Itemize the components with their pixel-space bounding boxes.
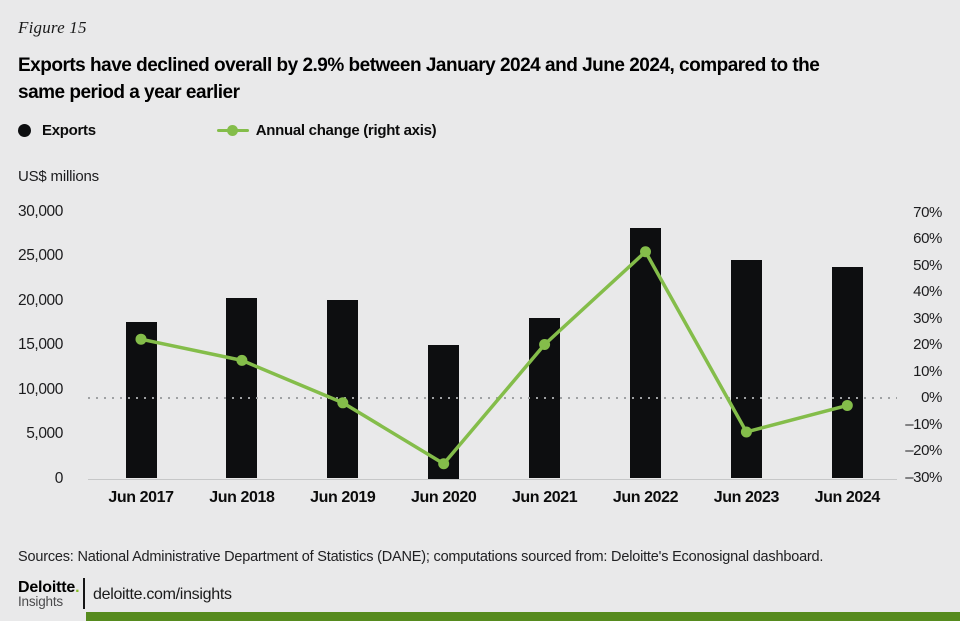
figure-title: Exports have declined overall by 2.9% be… (18, 52, 948, 106)
x-axis-baseline (88, 479, 897, 480)
legend-item-exports: Exports (18, 122, 96, 139)
figure-title-line-2: same period a year earlier (18, 82, 240, 103)
x-axis-label-jun-2024: Jun 2024 (814, 489, 881, 506)
left-axis-tick: 20,000 (17, 291, 63, 309)
right-axis-tick: –10% (905, 415, 942, 433)
legend-item-annual-change: Annual change (right axis) (96, 122, 437, 139)
exports-dot-icon (18, 123, 31, 137)
right-axis-tick: 20% (913, 336, 942, 353)
line-marker-icon (216, 124, 249, 136)
legend-exports-label: Exports (42, 121, 96, 139)
right-axis-tick: 40% (913, 283, 942, 300)
right-axis-tick: 50% (913, 256, 942, 274)
zero-percent-dotted-line (88, 396, 897, 399)
left-axis-tick: 10,000 (17, 380, 63, 398)
deloitte-insights-link[interactable]: deloitte.com/insights (93, 586, 232, 603)
deloitte-logo: Deloitte. (18, 579, 80, 596)
x-axis-label-jun-2022: Jun 2022 (612, 489, 679, 506)
left-axis-tick: 5,000 (26, 425, 63, 442)
logo-green-period: . (75, 579, 80, 596)
footer-green-bar (86, 612, 960, 621)
export-bar-jun-2019 (327, 299, 359, 479)
x-axis-label-jun-2021: Jun 2021 (511, 489, 578, 506)
right-axis-tick: 30% (913, 309, 942, 327)
export-bar-jun-2022 (630, 227, 661, 479)
left-axis-tick: 15,000 (17, 336, 63, 353)
deloitte-insights-label: Insights (18, 594, 63, 609)
left-axis-tick: 25,000 (17, 247, 63, 264)
figure-title-line-1: Exports have declined overall by 2.9% be… (18, 55, 820, 76)
left-axis-tick: 0 (54, 469, 64, 487)
right-axis-tick: 70% (913, 203, 942, 221)
logo-divider (83, 578, 85, 609)
legend-annual-change-label: Annual change (right axis) (255, 121, 437, 139)
export-bar-jun-2023 (730, 259, 762, 479)
x-axis-label-jun-2023: Jun 2023 (713, 489, 780, 506)
x-axis-label-jun-2017: Jun 2017 (108, 489, 174, 506)
right-axis-tick: 60% (913, 230, 942, 247)
left-axis-unit-label: US$ millions (18, 168, 99, 185)
export-bar-jun-2017 (125, 321, 157, 479)
export-bar-jun-2024 (831, 266, 863, 479)
left-axis-tick: 30,000 (17, 202, 63, 220)
chart-legend: Exports Annual change (right axis) (18, 121, 437, 139)
x-axis-label-jun-2020: Jun 2020 (411, 489, 477, 506)
right-axis-tick: 10% (913, 362, 942, 380)
figure-label: Figure 15 (18, 18, 87, 37)
right-axis-tick: 0% (921, 389, 942, 406)
x-axis-label-jun-2018: Jun 2018 (209, 489, 275, 506)
right-axis-tick: –30% (905, 468, 942, 486)
right-axis-tick: –20% (905, 442, 942, 459)
sources-note: Sources: National Administrative Departm… (18, 549, 824, 565)
x-axis-label-jun-2019: Jun 2019 (310, 489, 376, 506)
export-bar-jun-2020 (428, 345, 460, 479)
export-bar-jun-2018 (226, 297, 258, 479)
